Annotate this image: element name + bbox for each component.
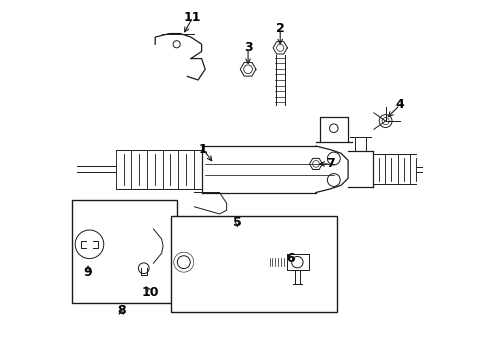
Text: 3: 3	[243, 41, 252, 54]
Text: 2: 2	[275, 22, 284, 35]
Text: 8: 8	[117, 304, 125, 317]
Text: 5: 5	[232, 216, 241, 229]
Text: 9: 9	[83, 266, 92, 279]
Bar	[72, 200, 176, 303]
Bar	[171, 216, 337, 312]
Text: 11: 11	[183, 11, 201, 24]
Text: 7: 7	[325, 157, 334, 170]
Text: 1: 1	[199, 143, 207, 156]
Text: 4: 4	[395, 99, 404, 112]
Text: 6: 6	[286, 252, 295, 265]
Text: 10: 10	[141, 286, 158, 299]
